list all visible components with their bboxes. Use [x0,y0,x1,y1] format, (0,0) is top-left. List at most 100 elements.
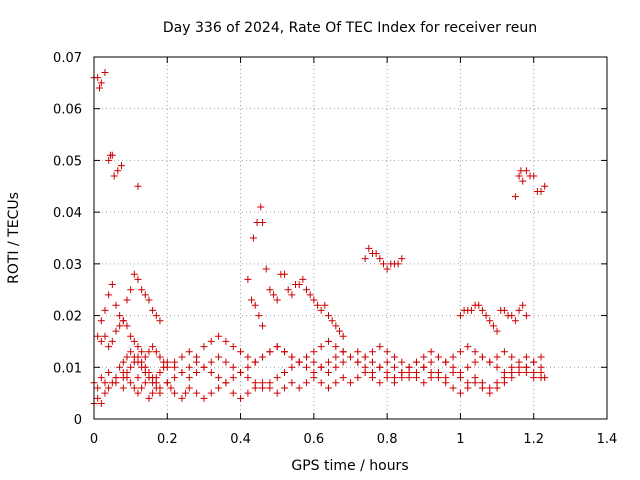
data-point [354,348,362,356]
data-point [178,394,186,402]
data-point [244,353,252,361]
y-tick-label: 0 [74,413,82,428]
data-point [141,363,149,371]
data-point [295,358,303,366]
data-point [449,353,457,361]
data-point [475,301,483,309]
data-point [251,379,259,387]
data-point [163,363,171,371]
data-point [185,384,193,392]
data-point [244,275,252,283]
chart-title: Day 336 of 2024, Rate Of TEC Index for r… [163,20,537,36]
data-point [101,306,109,314]
x-tick-label: 0.6 [304,432,325,447]
data-point [427,358,435,366]
data-point [108,337,116,345]
x-tick-label: 1.2 [523,432,544,447]
data-point [97,79,105,87]
data-point [97,399,105,407]
data-point [215,353,223,361]
data-point [123,368,131,376]
data-point [94,394,102,402]
data-point [149,374,157,382]
data-point [127,379,135,387]
data-point [141,291,149,299]
data-point [116,322,124,330]
data-point [152,348,160,356]
data-point [464,363,472,371]
data-point [273,343,281,351]
data-point [508,374,516,382]
data-point [215,332,223,340]
data-point [519,301,527,309]
data-point [101,69,109,77]
data-point [478,306,486,314]
data-point [207,337,215,345]
data-point [119,358,127,366]
data-point [383,358,391,366]
data-point [116,363,124,371]
data-point [314,301,322,309]
data-point [442,379,450,387]
data-point [500,379,508,387]
data-point [336,327,344,335]
data-point [123,296,131,304]
data-point [105,368,113,376]
data-point [105,291,113,299]
data-point [281,368,289,376]
data-point [156,317,164,325]
data-point [317,379,325,387]
x-tick-label: 1 [456,432,464,447]
data-point [508,312,516,320]
data-point [288,291,296,299]
data-point [145,296,153,304]
data-point [130,270,138,278]
axis-ticks [93,56,608,420]
data-point [114,167,122,175]
data-point [273,296,281,304]
data-point [130,358,138,366]
data-point [361,255,369,263]
data-point [511,193,519,201]
data-point [522,353,530,361]
data-point [456,348,464,356]
data-point [328,317,336,325]
data-point [123,353,131,361]
data-point [163,379,171,387]
data-point [412,358,420,366]
data-point [257,203,265,211]
data-point [379,260,387,268]
data-point [237,348,245,356]
data-point [193,389,201,397]
y-tick-labels: 0 0.01 0.02 0.03 0.04 0.05 0.06 0.07 [53,51,82,428]
data-point [464,343,472,351]
data-point [108,379,116,387]
data-point [171,374,179,382]
data-point [97,317,105,325]
data-point [486,317,494,325]
data-point [332,343,340,351]
data-point [229,363,237,371]
data-point [134,353,142,361]
data-point [456,312,464,320]
data-point [229,389,237,397]
data-point [145,348,153,356]
data-point [138,384,146,392]
data-point [134,343,142,351]
data-point [171,389,179,397]
data-point [412,368,420,376]
data-point [251,358,259,366]
data-point [339,358,347,366]
data-point [486,358,494,366]
data-point [134,374,142,382]
data-point [156,384,164,392]
data-point [207,358,215,366]
data-point [251,301,259,309]
data-point [127,348,135,356]
data-point [500,306,508,314]
data-point [515,368,523,376]
data-point [394,260,402,268]
data-point [95,84,103,92]
data-point [182,389,190,397]
data-point [471,348,479,356]
